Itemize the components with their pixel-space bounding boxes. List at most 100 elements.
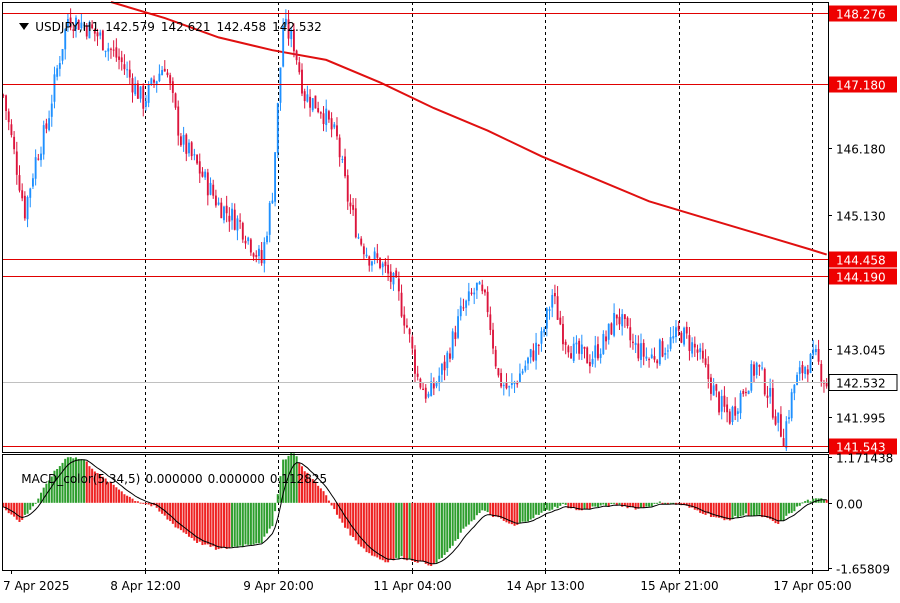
macd-bar <box>212 502 215 547</box>
candle-body <box>597 344 599 359</box>
candle-body <box>634 342 637 346</box>
candle-body <box>209 182 212 195</box>
candle-body <box>61 49 64 61</box>
macd-bar <box>720 502 723 519</box>
candle-body <box>788 417 790 420</box>
macd-bar <box>825 499 828 503</box>
candle-body <box>618 316 621 325</box>
candle-body <box>583 346 586 349</box>
candle-body <box>521 371 524 374</box>
macd-bar <box>303 471 306 503</box>
candle-body <box>397 278 400 292</box>
candle-body <box>481 284 484 292</box>
macd-bar <box>699 502 702 513</box>
macd-axis-label: 1.171438 <box>836 452 893 466</box>
macd-bar <box>300 466 304 503</box>
macd-bar <box>718 502 721 518</box>
candle-body <box>330 118 333 130</box>
macd-bar <box>459 502 462 533</box>
candle-body <box>572 343 575 361</box>
candle-body <box>763 369 766 395</box>
candle-body <box>379 257 381 269</box>
macd-bar <box>685 502 688 506</box>
macd-bar <box>330 502 333 506</box>
candle-body <box>64 28 67 50</box>
candle-body <box>602 333 605 355</box>
macd-bar <box>381 502 384 561</box>
level-label-bg <box>829 438 897 455</box>
macd-bar <box>7 502 10 514</box>
price-label: 143.045 <box>836 344 886 358</box>
macd-bar <box>707 502 710 514</box>
candle-body <box>223 206 225 221</box>
macd-bar <box>731 502 734 519</box>
candle-body <box>7 111 10 123</box>
ma-line <box>110 1 828 256</box>
candle-body <box>798 367 801 374</box>
candle-body <box>599 353 602 358</box>
candle-body <box>48 118 51 131</box>
candle-body <box>693 343 696 348</box>
candle-body <box>134 83 137 95</box>
macd-bar <box>31 502 34 507</box>
candle-body <box>31 178 34 187</box>
macd-bar <box>454 502 457 541</box>
macd-bar <box>570 502 573 509</box>
macd-bar <box>564 502 567 505</box>
candle-body <box>99 32 102 36</box>
candle-body <box>699 348 702 353</box>
macd-bar <box>376 502 379 558</box>
candle-body <box>449 353 451 359</box>
candle-body <box>701 350 704 359</box>
candle-body <box>664 352 667 355</box>
macd-bar <box>408 502 411 559</box>
macd-bar <box>91 468 94 503</box>
candle-body <box>494 349 497 367</box>
macd-bar <box>637 502 640 509</box>
candle-body <box>529 349 532 358</box>
macd-bar <box>766 502 769 518</box>
macd-bar <box>403 502 406 560</box>
candle-body <box>77 20 80 30</box>
candle-body <box>790 392 793 419</box>
candle-body <box>747 390 750 394</box>
candle-body <box>750 364 753 391</box>
macd-bar <box>543 502 546 512</box>
candle-body <box>236 218 239 231</box>
low-value: 142.458 <box>216 20 267 34</box>
macd-bar <box>513 502 516 526</box>
candle-body <box>298 62 301 73</box>
candle-body <box>247 237 250 242</box>
macd-bar <box>34 502 37 504</box>
macd-bar <box>524 502 527 522</box>
candle-body <box>527 357 529 364</box>
candle-body <box>145 101 147 107</box>
candle-body <box>179 136 182 146</box>
candle-body <box>217 202 220 205</box>
horizontal-levels: 148.276 147.180 144.458 144.190 141.543 142.5… <box>2 5 898 455</box>
macd-bar <box>758 502 761 515</box>
candle-body <box>777 412 780 423</box>
candle-body <box>712 385 715 396</box>
candle-body <box>233 209 236 230</box>
candle-body <box>112 49 115 51</box>
macd-bar <box>18 502 21 522</box>
macd-bar <box>171 502 174 524</box>
macd-bar <box>567 502 570 509</box>
candle-body <box>155 81 158 86</box>
candle-body <box>470 292 473 294</box>
macd-bar <box>185 502 188 534</box>
macd-bar <box>10 502 13 515</box>
candle-body <box>258 248 260 257</box>
macd-bar <box>419 502 422 562</box>
candle-body <box>147 84 150 103</box>
candle-body <box>120 57 123 63</box>
candle-body <box>80 22 83 29</box>
macd-bar <box>658 501 661 503</box>
macd-bar <box>715 502 718 518</box>
candle-body <box>201 171 204 177</box>
dropdown-triangle-icon[interactable] <box>19 23 30 30</box>
candle-body <box>13 136 16 150</box>
